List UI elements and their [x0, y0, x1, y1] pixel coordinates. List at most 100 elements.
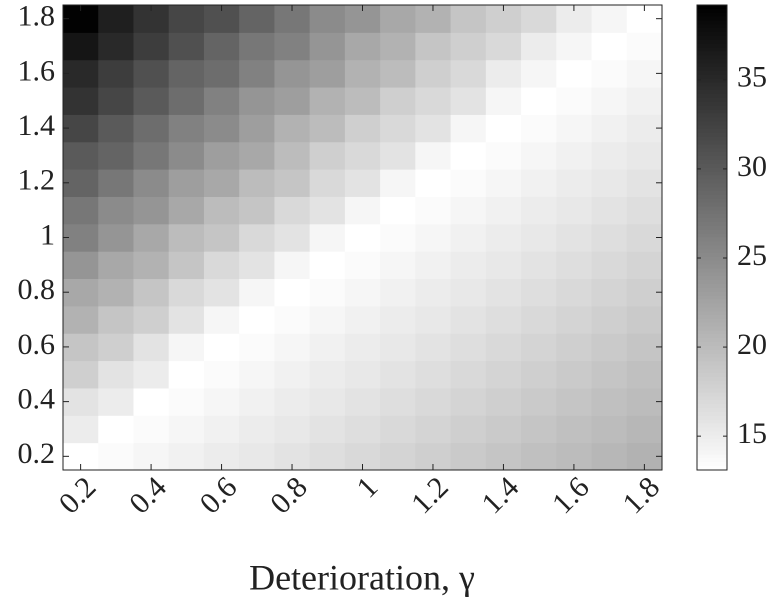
heatmap-cell — [415, 196, 452, 225]
heatmap-cell — [626, 305, 663, 334]
heatmap-cell — [98, 223, 134, 252]
heatmap-cell — [591, 169, 628, 197]
heatmap-cell — [203, 415, 240, 444]
colorbar-segment — [697, 125, 727, 130]
heatmap-cell — [380, 59, 416, 88]
heatmap-cell — [63, 415, 99, 444]
heatmap-cell — [591, 5, 628, 33]
heatmap-cell — [274, 196, 311, 225]
y-tick-label: 0.4 — [18, 383, 56, 416]
colorbar-segment — [697, 423, 727, 428]
colorbar-segment — [697, 241, 727, 246]
colorbar-segment — [697, 315, 727, 320]
heatmap-cell — [591, 278, 628, 307]
heatmap-cell — [485, 196, 522, 225]
colorbar-segment — [697, 183, 727, 188]
colorbar-segment — [697, 404, 727, 409]
heatmap-cell — [168, 442, 205, 471]
heatmap-cell — [309, 32, 346, 61]
heatmap-cell — [521, 442, 557, 471]
heatmap-cell — [485, 360, 522, 389]
heatmap-cell — [274, 32, 311, 61]
heatmap-cell — [203, 196, 240, 225]
colorbar-segment — [697, 210, 727, 215]
heatmap-cell — [591, 360, 628, 389]
heatmap-cell — [168, 5, 205, 33]
heatmap-cell — [133, 59, 170, 88]
colorbar-segment — [697, 454, 727, 459]
colorbar-segment — [697, 140, 727, 145]
heatmap-cell — [415, 87, 452, 115]
colorbar-segment — [697, 144, 727, 149]
colorbar-segment — [697, 291, 727, 297]
colorbar-segment — [697, 233, 727, 238]
x-tick-label: 0.2 — [53, 470, 103, 520]
heatmap-cell — [63, 251, 99, 280]
heatmap-cell — [626, 32, 663, 61]
colorbar-segment — [697, 117, 727, 122]
heatmap-cell — [556, 114, 593, 143]
heatmap-cell — [98, 333, 134, 362]
heatmap-cell — [133, 360, 170, 389]
colorbar-segment — [697, 152, 727, 157]
heatmap-cell — [485, 169, 522, 197]
heatmap-cell — [415, 251, 452, 280]
heatmap-cell — [450, 223, 487, 252]
heatmap-cell — [274, 87, 311, 115]
heatmap-cell — [591, 32, 628, 61]
heatmap-cell — [380, 141, 416, 170]
heatmap-cell — [556, 360, 593, 389]
colorbar-segment — [697, 105, 727, 111]
heatmap-cell — [274, 387, 311, 416]
heatmap-cell — [274, 305, 311, 334]
heatmap-cell — [380, 415, 416, 444]
colorbar-segment — [697, 373, 727, 378]
heatmap-cell — [450, 360, 487, 389]
colorbar-segment — [697, 24, 727, 29]
heatmap-cell — [168, 114, 205, 143]
colorbar-segment — [697, 411, 727, 417]
heatmap-cell — [485, 415, 522, 444]
y-tick-label: 1 — [40, 218, 55, 251]
heatmap-cell — [380, 196, 416, 225]
heatmap-cell — [485, 141, 522, 170]
colorbar-tick-label: 15 — [737, 417, 767, 450]
heatmap-cell — [591, 387, 628, 416]
colorbar-tick-label: 30 — [737, 150, 767, 183]
colorbar-segment — [697, 249, 727, 254]
heatmap-cell — [203, 114, 240, 143]
heatmap-cell — [521, 169, 557, 197]
colorbar-segment — [697, 322, 727, 328]
heatmap-cell — [239, 415, 275, 444]
heatmap-cell — [274, 114, 311, 143]
colorbar-segment — [697, 90, 727, 95]
colorbar-segment — [697, 194, 727, 200]
heatmap-cell — [274, 141, 311, 170]
heatmap-cell — [98, 32, 134, 61]
y-tick-label: 1.4 — [18, 109, 56, 142]
colorbar-segment — [697, 466, 727, 471]
heatmap-cell — [521, 251, 557, 280]
y-tick-label: 0.2 — [18, 437, 56, 470]
heatmap-cell — [485, 223, 522, 252]
colorbar-segment — [697, 86, 727, 91]
colorbar-segment — [697, 175, 727, 180]
colorbar-segment — [697, 47, 727, 52]
heatmap-cell — [415, 278, 452, 307]
colorbar-segment — [697, 16, 727, 21]
heatmap-cell — [309, 87, 346, 115]
colorbar-segment — [697, 237, 727, 242]
heatmap-cell — [168, 278, 205, 307]
heatmap-cell — [556, 87, 593, 115]
heatmap-cell — [98, 87, 134, 115]
heatmap-cell — [521, 333, 557, 362]
heatmap-cell — [168, 305, 205, 334]
y-tick-label: 1.6 — [18, 54, 56, 87]
colorbar-segment — [697, 334, 727, 339]
heatmap-cell — [98, 387, 134, 416]
colorbar-segment — [697, 229, 727, 235]
colorbar-segment — [697, 415, 727, 421]
heatmap-cell — [521, 415, 557, 444]
colorbar-segment — [697, 51, 727, 56]
